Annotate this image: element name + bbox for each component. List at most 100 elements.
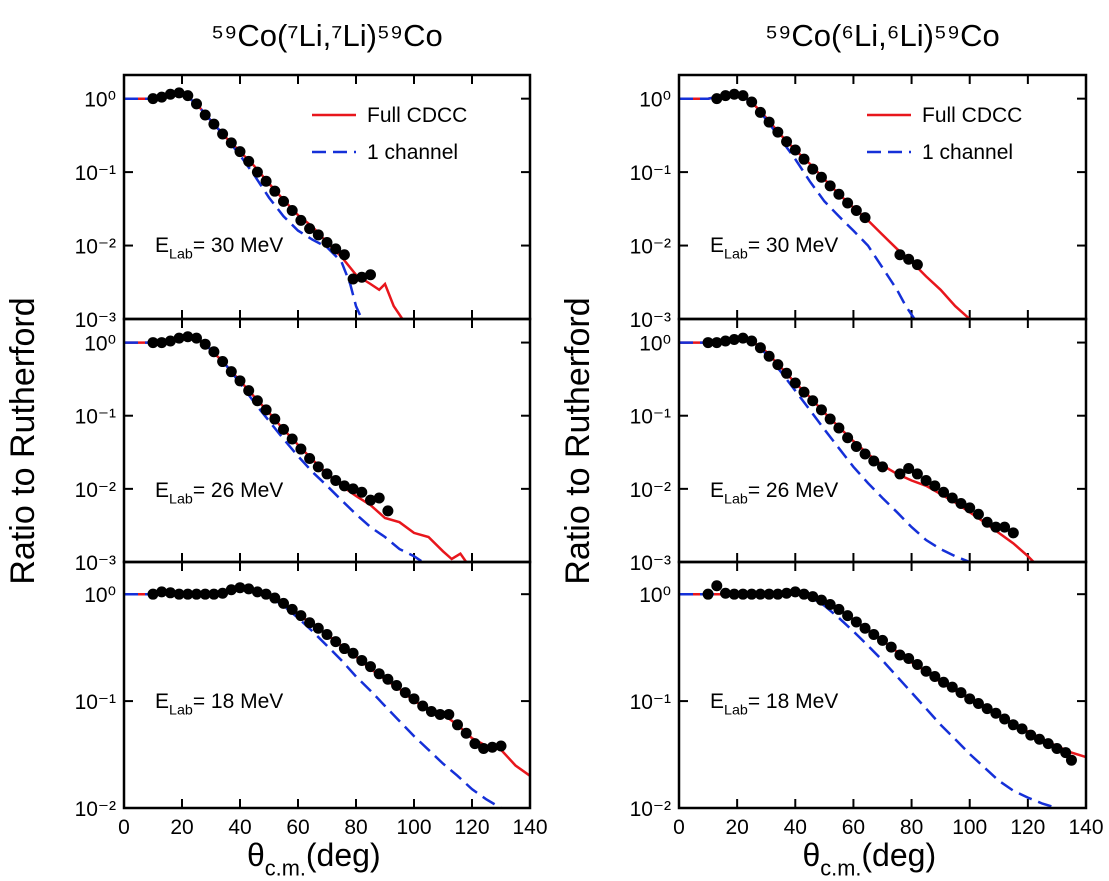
data-point	[391, 679, 403, 691]
data-point	[1025, 729, 1037, 741]
data-point	[972, 508, 984, 520]
data-point	[347, 647, 359, 659]
data-point	[911, 658, 923, 670]
data-point	[330, 243, 342, 255]
data-point	[859, 448, 871, 460]
data-point	[365, 494, 376, 506]
data-point	[434, 708, 446, 720]
panel-frame	[677, 317, 1088, 564]
data-point	[321, 628, 333, 640]
y-tick-label: 10⁻³	[630, 309, 671, 332]
data-point	[173, 332, 185, 344]
data-point	[321, 237, 333, 249]
energy-label-rest: = 18 MeV	[193, 690, 283, 713]
data-point	[225, 584, 237, 596]
data-point	[754, 342, 766, 354]
energy-label-main: E	[155, 234, 169, 257]
data-point	[191, 98, 202, 110]
data-point	[278, 597, 289, 609]
data-point	[173, 87, 185, 99]
energy-label-main: E	[710, 479, 724, 502]
x-tick-label: 80	[900, 816, 923, 839]
data-point	[859, 212, 871, 224]
data-point	[243, 155, 255, 167]
data-point	[312, 622, 324, 634]
energy-label-sub: Lab	[724, 491, 748, 507]
data-point	[972, 697, 984, 709]
y-tick-label: 10⁻²	[75, 479, 116, 502]
x-axis-label-sub: c.m.	[820, 856, 861, 881]
x-tick-label: 100	[952, 816, 987, 839]
data-point	[182, 588, 194, 600]
data-point	[981, 703, 993, 715]
data-point	[321, 468, 333, 480]
data-point	[920, 665, 932, 677]
y-tick-label: 10⁻³	[630, 552, 671, 575]
data-point	[824, 180, 836, 192]
data-point	[147, 588, 159, 600]
data-point	[789, 144, 801, 156]
y-tick-label: 10⁻¹	[630, 691, 671, 714]
data-point	[408, 693, 420, 705]
curve	[124, 91, 404, 319]
x-tick-label: 120	[454, 816, 489, 839]
data-point	[365, 661, 376, 673]
data-point	[260, 175, 272, 187]
data-point	[981, 516, 993, 528]
data-point	[243, 385, 255, 397]
data-point	[911, 468, 923, 480]
y-tick-label: 10⁻²	[630, 236, 671, 259]
x-tick-label: 60	[842, 816, 865, 839]
energy-label-sub: Lab	[169, 246, 193, 262]
data-point	[807, 163, 819, 175]
x-axis-label: θc.m.(deg)	[803, 837, 937, 881]
data-point	[728, 88, 740, 100]
data-point	[781, 367, 793, 379]
x-tick-label: 0	[673, 816, 685, 839]
legend-label: 1 channel	[922, 141, 1013, 164]
data-point	[312, 229, 324, 241]
data-point	[234, 375, 246, 387]
data-point	[772, 588, 784, 600]
x-axis-label-main: θ	[247, 837, 265, 873]
y-tick-label: 10⁰	[84, 89, 116, 112]
data-point	[850, 205, 862, 217]
data-point	[269, 413, 281, 425]
data-point	[938, 676, 950, 688]
data-point	[920, 475, 932, 487]
x-tick-label: 20	[725, 816, 748, 839]
data-point	[260, 404, 272, 416]
energy-label-main: E	[155, 479, 169, 502]
y-tick-label: 10⁻²	[75, 798, 116, 821]
data-point	[815, 404, 827, 416]
data-point	[208, 118, 220, 130]
data-point	[225, 366, 237, 378]
data-point	[702, 337, 714, 349]
data-point	[191, 332, 202, 344]
data-point	[807, 395, 819, 407]
energy-label: ELab= 30 MeV	[155, 234, 283, 262]
data-point	[798, 386, 810, 398]
data-point	[798, 588, 810, 600]
data-point	[999, 713, 1011, 725]
data-point	[877, 461, 888, 473]
x-axis-label-rest: (deg)	[306, 837, 381, 873]
data-point	[737, 90, 749, 102]
data-point	[781, 136, 793, 148]
data-point	[789, 586, 801, 598]
data-point	[842, 610, 854, 622]
data-point	[147, 337, 159, 349]
data-point	[772, 126, 784, 138]
data-point	[903, 462, 915, 474]
panel-frame	[122, 317, 532, 564]
data-point	[356, 486, 368, 498]
y-tick-label: 10⁻¹	[75, 406, 116, 429]
data-point	[295, 214, 307, 226]
x-tick-label: 140	[1068, 816, 1103, 839]
x-tick-label: 40	[228, 816, 251, 839]
data-point	[929, 670, 941, 682]
data-point	[746, 96, 758, 108]
chart-title: ⁵⁹Co(⁷Li,⁷Li)⁵⁹Co	[211, 18, 442, 53]
x-axis-label-rest: (deg)	[861, 837, 936, 873]
